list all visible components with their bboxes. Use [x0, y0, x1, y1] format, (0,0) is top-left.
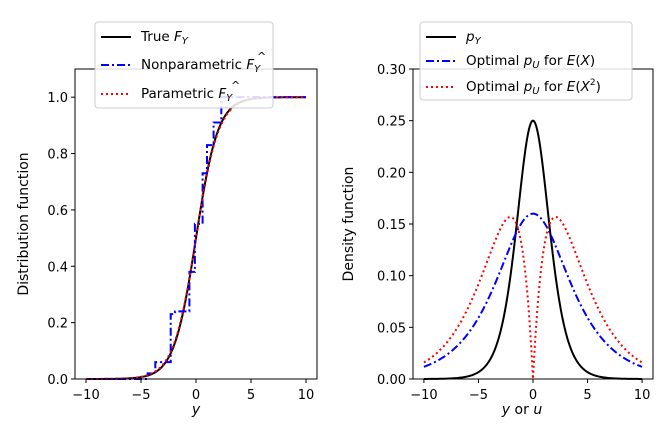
left-y-tick-label: 0.6 — [47, 204, 68, 219]
right-x-tick-label: 5 — [583, 388, 591, 403]
legend-hat-nonparametric: ^ — [257, 50, 266, 63]
left-x-axis-label: y — [191, 402, 201, 418]
legend-label-optimal-ex2: Optimal pU for E(X2) — [466, 78, 601, 97]
legend-label-true: True FY — [140, 29, 189, 47]
right-legend-box — [419, 21, 633, 101]
left-y-tick-label: 0.4 — [47, 260, 68, 275]
left-legend: True FY Nonparametric FY ^ Parametric FY… — [94, 21, 274, 109]
right-x-tick-label: 10 — [634, 388, 651, 403]
right-series-0 — [423, 119, 643, 380]
legend-label-nonparametric: Nonparametric FY — [141, 57, 261, 75]
legend-label-parametric: Parametric FY — [141, 86, 233, 104]
legend-label-py: pY — [465, 29, 482, 47]
left-legend-box — [94, 21, 274, 109]
right-x-tick-label: −10 — [410, 388, 437, 403]
left-x-tick-label: 0 — [192, 388, 200, 403]
right-x-tick-label: −5 — [469, 388, 488, 403]
right-y-tick-label: 0.10 — [377, 270, 406, 285]
right-y-tick-label: 0.30 — [377, 63, 406, 78]
right-y-tick-label: 0.05 — [377, 321, 406, 336]
left-y-tick-label: 0.8 — [47, 148, 68, 163]
left-y-tick-label: 0.2 — [47, 317, 68, 332]
right-y-tick-label: 0.00 — [377, 373, 406, 388]
right-series-1 — [423, 212, 643, 368]
left-series-0 — [86, 96, 307, 380]
left-y-axis-label: Distribution function — [16, 152, 32, 295]
right-y-tick-label: 0.20 — [377, 166, 406, 181]
left-y-tick-label: 0.0 — [47, 373, 68, 388]
left-axes-frame — [74, 68, 318, 380]
left-x-tick-label: 10 — [298, 388, 315, 403]
right-y-axis-label: Density function — [341, 167, 357, 282]
legend-label-optimal-ex: Optimal pU for E(X) — [466, 53, 595, 71]
legend-hat-parametric: ^ — [231, 79, 240, 92]
left-y-tick-label: 1.0 — [47, 91, 68, 106]
right-series-2 — [423, 215, 643, 380]
left-x-tick-label: −10 — [72, 388, 99, 403]
left-series-1 — [86, 96, 306, 380]
left-x-tick-label: 5 — [247, 388, 255, 403]
right-x-tick-label: 0 — [529, 388, 537, 403]
left-chart: −10 −5 0 5 10 0.0 0.2 0.4 0.6 0.8 1.0 y Distributi… — [16, 21, 318, 418]
right-chart: −10 −5 0 5 10 0.00 0.05 0.10 0.15 0.20 0.25 0.30 y … — [341, 21, 654, 418]
right-axes-frame — [412, 68, 654, 380]
right-x-axis-label: y or u — [501, 402, 543, 418]
right-y-tick-label: 0.25 — [377, 115, 406, 130]
left-x-tick-label: −5 — [131, 388, 150, 403]
right-legend: pY Optimal pU for E(X) Optimal pU for E(… — [419, 21, 633, 101]
right-y-tick-label: 0.15 — [377, 218, 406, 233]
